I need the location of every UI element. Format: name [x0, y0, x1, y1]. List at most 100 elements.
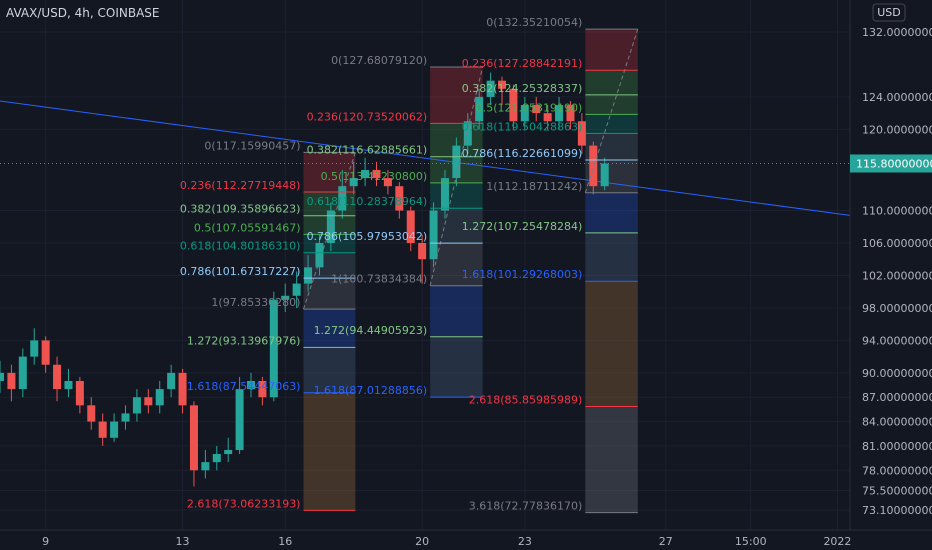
fib-trend [429, 66, 484, 286]
x-tick-label: 16 [278, 535, 292, 548]
y-tick-label: 98.00000000 [862, 302, 932, 315]
fib-zone [585, 70, 638, 95]
candle-body [509, 88, 518, 122]
candle-body [315, 243, 324, 268]
fib-label: 1.618(87.54447063) [187, 380, 301, 393]
candle-body [349, 178, 358, 187]
last-price-label: 115.80000000 [856, 157, 932, 170]
fib-label: 0.618(119.50428863) [462, 120, 583, 133]
candle-body [383, 178, 392, 187]
candle-body [269, 299, 278, 398]
fib-label: 0.5(113.41230800) [321, 170, 428, 183]
candle-body [132, 397, 141, 414]
fib-zone [585, 232, 638, 282]
candle-body [486, 80, 495, 97]
fib-label: 0.236(120.73520062) [307, 110, 428, 123]
candle-body [577, 121, 586, 146]
currency-label: USD [877, 6, 901, 19]
candle-body [212, 454, 221, 463]
fib-label: 0.382(109.35896623) [180, 203, 301, 216]
candle-body [224, 449, 233, 455]
fib-label: 1.618(101.29268003) [462, 268, 583, 281]
time-axis-panel [0, 530, 850, 550]
fib-zone [585, 406, 638, 513]
currency-badge[interactable] [872, 3, 906, 22]
candle-body [566, 105, 575, 122]
candle-body [110, 421, 119, 438]
candle-body [7, 372, 16, 390]
candle-body [247, 380, 256, 390]
candle-body [0, 372, 4, 381]
fib-label: 0.382(116.62885661) [307, 144, 428, 157]
y-tick-label: 120.00000000 [862, 123, 932, 136]
fib-label: 0(132.35210054) [486, 16, 582, 29]
candle-body [258, 380, 267, 398]
y-tick-label: 124.00000000 [862, 91, 932, 104]
candle-body [555, 105, 564, 122]
candle-body [498, 80, 507, 89]
trend-line [0, 100, 851, 216]
candle-body [189, 405, 198, 471]
y-tick-label: 102.00000000 [862, 269, 932, 282]
fib-label: 1.272(94.44905923) [314, 324, 428, 337]
candle-body [144, 397, 153, 406]
fib-label: 0.618(104.80186310) [180, 240, 301, 253]
y-tick-label: 73.10000000 [862, 504, 932, 517]
y-tick-label: 106.00000000 [862, 237, 932, 250]
candle-body [372, 169, 381, 179]
candle-body [304, 267, 313, 284]
candle-body [98, 421, 107, 438]
fib-zone [585, 29, 638, 71]
candle-body [406, 210, 415, 244]
fib-zone [585, 281, 638, 407]
y-tick-label: 90.00000000 [862, 367, 932, 380]
fib-label: 0.5(107.05591467) [194, 221, 301, 234]
fib-label: 0.236(112.27719448) [180, 179, 301, 192]
y-tick-label: 75.50000000 [862, 485, 932, 498]
fib-label: 0.236(127.28842191) [462, 57, 583, 70]
fib-zone [430, 182, 483, 209]
fib-label: 0.786(105.97953042) [307, 230, 428, 243]
fib-label: 0.786(101.67317227) [180, 265, 301, 278]
x-tick-label: 20 [415, 535, 429, 548]
candle-body [292, 283, 301, 296]
y-tick-label: 81.00000000 [862, 440, 932, 453]
x-tick-label: 13 [176, 535, 190, 548]
candle-body [463, 121, 472, 146]
candle-body [18, 356, 27, 390]
y-tick-label: 84.00000000 [862, 416, 932, 429]
x-tick-label: 27 [659, 535, 673, 548]
fib-label: 0(117.15990457) [204, 139, 300, 152]
candle-body [178, 372, 187, 406]
fib-label: 0.786(116.22661099) [462, 147, 583, 160]
candle-body [64, 380, 73, 390]
candle-body [440, 178, 449, 211]
fib-zone [303, 347, 356, 393]
fib-zone [585, 94, 638, 115]
fib-zone [303, 252, 356, 279]
candle-body [121, 413, 130, 422]
candle-body [543, 113, 552, 122]
fib-zone [303, 392, 356, 511]
y-tick-label: 132.00000000 [862, 26, 932, 39]
candle-body [475, 96, 484, 122]
y-tick-label: 94.00000000 [862, 334, 932, 347]
fib-label: 2.618(73.06233193) [187, 497, 301, 510]
fib-label: 0(127.68079120) [331, 54, 427, 67]
axes: 132.00000000 124.00000000 120.00000000 110.… [42, 26, 932, 548]
plot-area: 0(117.15990457) 0.236(112.27719448) 0.382(… [0, 0, 851, 530]
fib-trend [584, 28, 639, 193]
candle-body [201, 462, 210, 471]
fib-label: 1.618(87.01288856) [314, 384, 428, 397]
x-tick-label: 15:00 [735, 535, 767, 548]
y-tick-label: 87.00000000 [862, 391, 932, 404]
fib-label: 1.272(107.25478284) [462, 220, 583, 233]
fib-label: 1(100.73834384) [331, 273, 427, 286]
fib-zone [430, 67, 483, 124]
y-tick-label: 78.00000000 [862, 464, 932, 477]
candle-body [281, 295, 290, 300]
candle-body [395, 186, 404, 211]
fib-zone [430, 285, 483, 337]
candle-body [87, 405, 96, 422]
